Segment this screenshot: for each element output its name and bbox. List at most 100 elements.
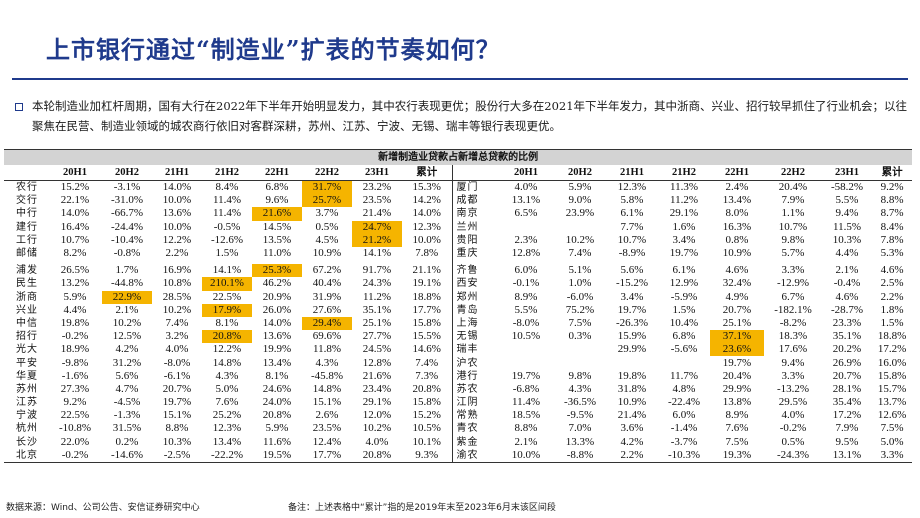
value-cell	[498, 356, 554, 369]
value-cell: 75.2%	[565, 303, 595, 316]
value-cell: 21.4%	[362, 207, 392, 220]
value-cell: 14.6%	[412, 343, 441, 356]
value-cell: 11.4%	[212, 207, 241, 220]
bank-name: 华夏	[16, 370, 38, 382]
value-cell: 13.4%	[722, 194, 752, 207]
value-cell: 9.2%	[880, 181, 904, 194]
value-cell: 18.3%	[778, 330, 808, 343]
value-cell: 3.3%	[872, 448, 913, 463]
value-cell: 2.2%	[165, 247, 189, 260]
value-cell: 2.3%	[514, 233, 538, 246]
value-cell: 0.5%	[781, 435, 805, 448]
value-cell: 26.5%	[60, 264, 90, 277]
bank-name: 青农	[451, 422, 498, 436]
value-cell	[658, 356, 710, 369]
value-cell: 21.6%	[252, 207, 302, 221]
value-cell: 24.6%	[262, 382, 292, 395]
value-cell: 1.5%	[672, 303, 696, 316]
value-cell: 8.2%	[63, 247, 87, 260]
value-cell: 4.9%	[725, 290, 749, 303]
value-cell: 4.0%	[365, 435, 389, 448]
value-cell: 1.5%	[215, 247, 239, 260]
value-cell: 18.9%	[60, 343, 90, 356]
bank-name: 农行	[16, 182, 38, 194]
value-cell: 5.8%	[620, 194, 644, 207]
table-caption-row: 新增制造业贷款占新增总贷款的比例	[4, 149, 913, 165]
value-cell: 5.1%	[568, 264, 592, 277]
value-cell: 10.9%	[617, 396, 647, 409]
value-cell: 27.6%	[312, 303, 342, 316]
bank-name: 苏农	[451, 382, 498, 396]
value-cell: 13.4%	[262, 356, 292, 369]
column-header: 21H2	[202, 165, 252, 181]
value-cell: 10.9%	[312, 247, 342, 260]
value-cell: 18.8%	[412, 290, 441, 303]
value-cell: 20.7%	[832, 369, 862, 382]
value-cell: 4.3%	[315, 356, 339, 369]
value-cell: 16.4%	[60, 220, 90, 233]
value-cell: 23.3%	[832, 316, 862, 329]
value-cell: 20.9%	[262, 290, 292, 303]
value-cell: 4.4%	[835, 247, 859, 260]
value-cell: 1.0%	[568, 277, 592, 290]
value-cell: 3.2%	[165, 330, 189, 343]
value-cell: 28.5%	[162, 290, 192, 303]
value-cell: 32.4%	[722, 277, 752, 290]
value-cell: 11.6%	[262, 435, 291, 448]
value-cell: 7.4%	[415, 356, 439, 369]
value-cell: 8.9%	[514, 290, 538, 303]
bank-name: 渝农	[451, 448, 498, 463]
value-cell: -2.5%	[152, 448, 202, 463]
value-cell: -36.5%	[563, 396, 597, 409]
value-cell: -22.4%	[667, 396, 701, 409]
value-cell: 19.7%	[511, 369, 541, 382]
bank-name: 江阴	[451, 396, 498, 410]
value-cell: 12.2%	[212, 343, 242, 356]
value-cell: 15.8%	[412, 396, 441, 409]
value-cell: 15.9%	[617, 330, 647, 343]
value-cell: 25.7%	[302, 194, 352, 208]
title-underline	[12, 78, 908, 80]
value-cell: 12.0%	[362, 409, 392, 422]
value-cell: 12.9%	[669, 277, 699, 290]
bank-name: 南京	[451, 207, 498, 221]
value-cell: -0.2%	[48, 448, 102, 463]
bank-name: 光大	[16, 344, 38, 356]
table-row: 中信 19.8% 10.2% 7.4% 8.1% 14.0% 29.4% 25.1% 15.8%…	[4, 316, 912, 331]
value-cell: 15.5%	[412, 330, 441, 343]
bank-name: 郑州	[451, 290, 498, 304]
value-cell: 9.4%	[781, 356, 805, 369]
value-cell: 8.8%	[514, 422, 538, 435]
value-cell: 5.5%	[514, 303, 538, 316]
value-cell: 13.6%	[162, 207, 192, 220]
value-cell: 35.4%	[832, 396, 862, 409]
value-cell: 12.8%	[362, 356, 392, 369]
value-cell: 22.5%	[212, 290, 242, 303]
value-cell: 14.0%	[60, 207, 90, 220]
value-cell: 29.5%	[778, 396, 808, 409]
value-cell: 27.3%	[60, 382, 90, 395]
value-cell: -182.1%	[774, 303, 812, 316]
value-cell: 40.4%	[312, 277, 342, 290]
value-cell: -8.8%	[554, 448, 606, 463]
value-cell: 2.6%	[315, 409, 339, 422]
value-cell: 20.2%	[832, 343, 862, 356]
value-cell: 4.8%	[672, 382, 696, 395]
value-cell: 13.3%	[565, 435, 595, 448]
column-header: 21H1	[152, 165, 202, 181]
column-header: 20H2	[554, 165, 606, 181]
value-cell: 28.1%	[832, 382, 862, 395]
value-cell: -5.6%	[670, 343, 698, 356]
value-cell	[554, 221, 606, 234]
value-cell: 12.3%	[617, 181, 647, 194]
table-row: 华夏 -1.6% 5.6% -6.1% 4.3% 8.1% -45.8% 21.6% 7.3% 港…	[4, 369, 912, 383]
value-cell: 22.9%	[102, 290, 152, 304]
bank-name: 建行	[16, 221, 38, 233]
value-cell: 23.9%	[565, 207, 595, 220]
table-row: 中行 14.0% -66.7% 13.6% 11.4% 21.6% 3.7% 21.4% 14.…	[4, 207, 912, 221]
value-cell: 12.2%	[162, 233, 192, 246]
value-cell: 37.1%	[710, 330, 764, 344]
table-row: 农行 15.2% -3.1% 14.0% 8.4% 6.8% 31.7% 23.2% 15.3%…	[4, 180, 912, 195]
bank-name: 杭州	[16, 423, 38, 435]
bank-name: 贵阳	[451, 233, 498, 247]
